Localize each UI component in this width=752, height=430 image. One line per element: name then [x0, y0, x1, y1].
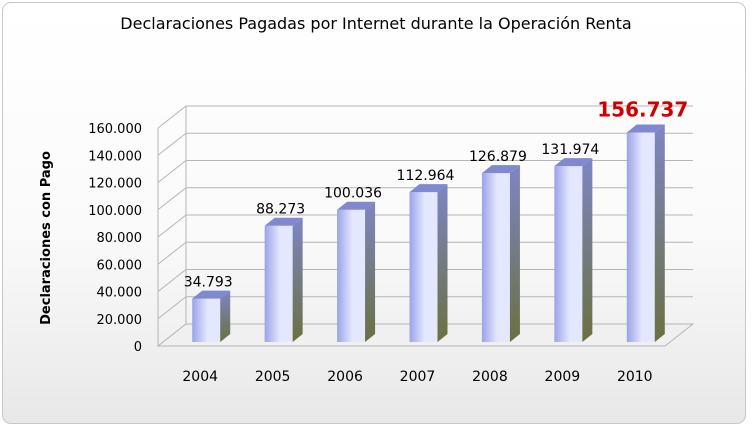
chart-title: Declaraciones Pagadas por Internet duran… [120, 14, 632, 33]
y-axis-ticks: 0 20.000 40.000 60.000 80.000 100.000 120.000 1… [88, 122, 142, 355]
bar-side [654, 124, 665, 343]
value-label: 131.974 [541, 142, 599, 158]
bar-side [292, 217, 303, 342]
bar-front [554, 166, 583, 342]
value-label: 156.737 [597, 97, 688, 121]
y-axis-label: Declaraciones con Pago [39, 151, 54, 325]
bar-top [409, 184, 448, 193]
bar-top [264, 217, 303, 226]
x-tick-label: 2006 [327, 369, 363, 385]
bar-2005 [264, 217, 303, 342]
bar-top [626, 124, 665, 133]
gridline [157, 132, 693, 156]
bar-2009 [554, 158, 593, 342]
bar-front [192, 298, 221, 342]
bar-side [509, 165, 520, 342]
value-label: 112.964 [397, 168, 455, 184]
bars [192, 124, 665, 343]
value-label: 100.036 [324, 186, 382, 202]
bar-side [582, 158, 593, 342]
bar-front [409, 192, 438, 342]
y-tick-label: 140.000 [88, 149, 142, 164]
bar-top [337, 201, 376, 210]
x-tick-label: 2007 [400, 369, 436, 385]
bar-top [554, 158, 593, 167]
bar-2010 [626, 124, 665, 343]
y-tick-label: 100.000 [88, 204, 142, 219]
y-tick-label: 80.000 [97, 231, 143, 246]
bar-2007 [409, 184, 448, 342]
x-tick-label: 2008 [472, 369, 508, 385]
bar-side [437, 184, 448, 342]
value-label: 126.879 [469, 149, 527, 165]
y-tick-label: 160.000 [88, 122, 142, 137]
x-axis-ticks: 2004 2005 2006 2007 2008 2009 2010 [182, 369, 652, 385]
y-tick-label: 0 [134, 340, 142, 355]
x-tick-label: 2009 [545, 369, 581, 385]
y-tick-label: 40.000 [97, 286, 143, 301]
x-tick-label: 2004 [182, 369, 218, 385]
bar-front [264, 225, 293, 342]
bar-front [481, 173, 510, 342]
value-label: 34.793 [184, 275, 233, 291]
bar-top [481, 165, 520, 174]
bar-side [365, 201, 376, 342]
bar-2008 [481, 165, 520, 342]
value-labels: 34.793 88.273 100.036 112.964 126.879 131.974… [184, 97, 689, 290]
bar-side [220, 290, 231, 342]
y-tick-label: 20.000 [97, 313, 143, 328]
bar-front [337, 209, 366, 342]
bar-top [192, 290, 231, 299]
y-tick-label: 120.000 [88, 177, 142, 192]
bar-front [626, 132, 655, 342]
bar-2006 [337, 201, 376, 342]
x-tick-label: 2005 [255, 369, 291, 385]
x-tick-label: 2010 [617, 369, 653, 385]
y-tick-label: 60.000 [97, 258, 143, 273]
value-label: 88.273 [256, 202, 305, 218]
bar-2004 [192, 290, 231, 342]
